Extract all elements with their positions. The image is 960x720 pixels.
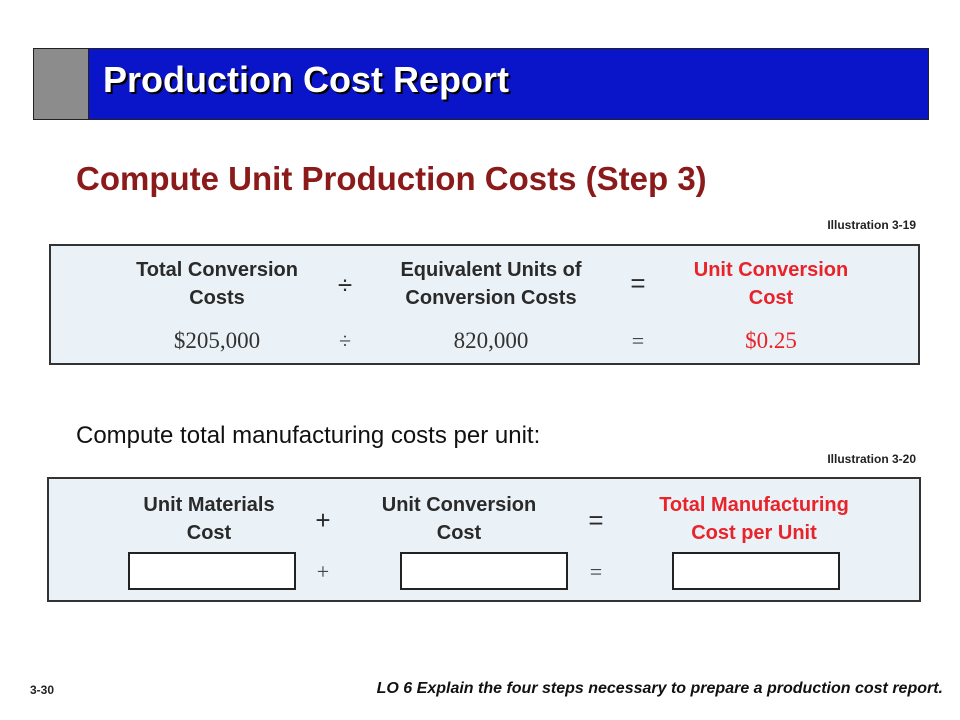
slide-title: Production Cost Report xyxy=(103,59,509,100)
value-equals-operator-2: = xyxy=(589,559,603,584)
formula-term-unit-conversion-cost-2: Unit Conversion Cost xyxy=(381,494,537,544)
value-total-conversion-costs: $205,000 xyxy=(173,328,261,353)
instruction-text: Compute total manufacturing costs per un… xyxy=(76,422,541,449)
illustration-label-1: Illustration 3-19 xyxy=(827,218,916,232)
answer-box-total[interactable] xyxy=(672,552,840,590)
value-divide-operator: ÷ xyxy=(338,328,352,353)
formula-term-total-manufacturing-cost: Total Manufacturing Cost per Unit xyxy=(659,494,849,544)
value-equals-operator: = xyxy=(631,328,645,353)
plus-operator: + xyxy=(315,505,331,535)
value-equivalent-units: 820,000 xyxy=(453,328,529,353)
divide-operator: ÷ xyxy=(337,270,353,300)
formula-box-conversion: Total Conversion Costs ÷ Equivalent Unit… xyxy=(49,244,920,365)
learning-objective-footer: LO 6 Explain the four steps necessary to… xyxy=(376,680,943,697)
title-side-block xyxy=(34,49,89,119)
slide-number: 3-30 xyxy=(30,683,55,697)
equals-operator-2: = xyxy=(588,505,604,535)
slide-subtitle: Compute Unit Production Costs (Step 3) xyxy=(76,160,707,197)
formula-term-unit-conversion-cost: Unit Conversion Cost xyxy=(693,259,849,309)
illustration-label-2: Illustration 3-20 xyxy=(827,452,916,466)
value-plus-operator: + xyxy=(316,559,330,584)
formula-term-equivalent-units: Equivalent Units of Conversion Costs xyxy=(400,259,582,309)
title-band: Production Cost Report xyxy=(89,49,928,119)
formula-box-manufacturing: Unit Materials Cost + Unit Conversion Co… xyxy=(47,477,921,602)
answer-box-conversion[interactable] xyxy=(400,552,568,590)
formula-term-unit-materials-cost: Unit Materials Cost xyxy=(143,494,275,544)
answer-box-materials[interactable] xyxy=(128,552,296,590)
value-unit-conversion-cost: $0.25 xyxy=(745,328,797,353)
formula-term-total-conversion-costs: Total Conversion Costs xyxy=(136,259,298,309)
title-bar: Production Cost Report xyxy=(33,48,929,120)
equals-operator: = xyxy=(630,268,646,298)
